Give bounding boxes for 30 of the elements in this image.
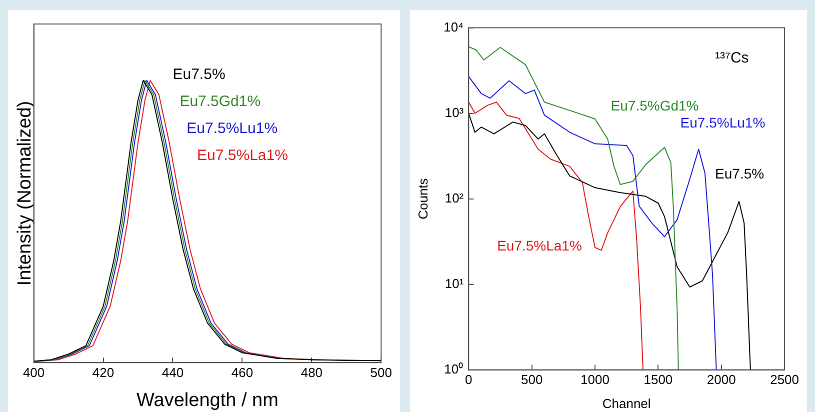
y-tick-label: 10⁴ bbox=[444, 19, 464, 34]
annotation: ¹³⁷Cs bbox=[715, 50, 749, 67]
series-label: Eu7.5%Lu1% bbox=[680, 114, 766, 130]
series-label: Eu7.5Gd1% bbox=[180, 93, 261, 110]
x-tick-label: 400 bbox=[22, 364, 45, 380]
x-tick-label: 1000 bbox=[580, 372, 610, 388]
x-tick-label: 1500 bbox=[644, 372, 673, 388]
series-label: Eu7.5% bbox=[172, 66, 226, 83]
series-label: Eu7.5%Lu1% bbox=[186, 120, 278, 138]
series-label: Eu7.5%La1% bbox=[497, 238, 582, 254]
x-axis-title: Channel bbox=[602, 396, 651, 411]
y-axis-title: Intensity (Normalized) bbox=[14, 100, 36, 286]
x-tick-label: 500 bbox=[520, 372, 543, 388]
y-axis-title: Counts bbox=[415, 178, 430, 220]
series-label: Eu7.5% bbox=[715, 166, 764, 182]
x-axis-title: Wavelength / nm bbox=[136, 390, 278, 411]
x-tick-label: 2500 bbox=[770, 372, 799, 388]
y-tick-label: 10¹ bbox=[444, 276, 464, 291]
y-tick-label: 10² bbox=[444, 190, 464, 206]
x-tick-label: 460 bbox=[231, 364, 254, 380]
series-label: Eu7.5%La1% bbox=[197, 147, 288, 164]
x-tick-label: 500 bbox=[370, 364, 392, 380]
x-tick-label: 420 bbox=[92, 364, 114, 380]
x-tick-label: 0 bbox=[465, 372, 472, 388]
y-tick-label: 10³ bbox=[444, 104, 464, 120]
series-label: Eu7.5%Gd1% bbox=[610, 97, 699, 114]
y-tick-label: 10⁰ bbox=[444, 361, 464, 376]
x-tick-label: 480 bbox=[300, 364, 323, 380]
x-tick-label: 440 bbox=[162, 364, 184, 380]
x-tick-label: 2000 bbox=[706, 372, 736, 388]
